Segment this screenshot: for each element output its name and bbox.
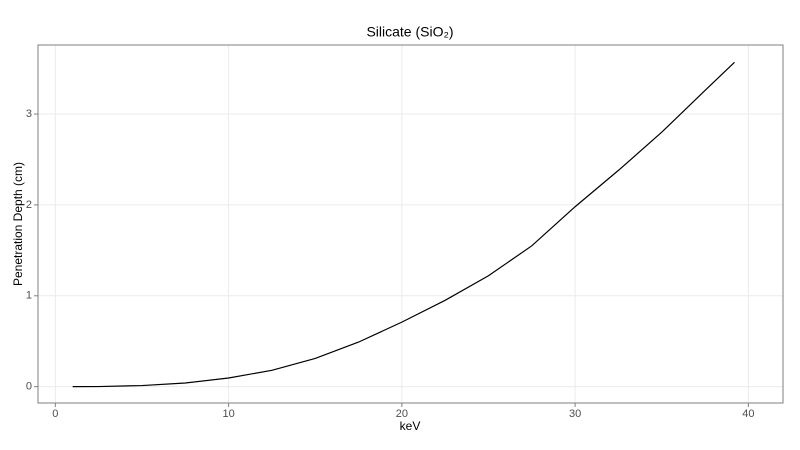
x-tick-label: 0 bbox=[52, 408, 58, 420]
y-tick-label: 2 bbox=[26, 199, 32, 211]
y-axis-title: Penetration Depth (cm) bbox=[11, 162, 25, 286]
x-axis-title: keV bbox=[400, 419, 421, 433]
x-tick-label: 20 bbox=[396, 408, 408, 420]
line bbox=[72, 61, 735, 388]
x-tick-label: 40 bbox=[742, 408, 754, 420]
chart-title: Silicate (SiO₂) bbox=[366, 24, 453, 40]
x-tick-label: 10 bbox=[222, 408, 234, 420]
y-tick-label: 1 bbox=[26, 290, 32, 302]
y-tick-label: 3 bbox=[26, 108, 32, 120]
y-tick-label: 0 bbox=[26, 381, 32, 393]
plot-border bbox=[37, 44, 784, 404]
x-tick-label: 30 bbox=[569, 408, 581, 420]
